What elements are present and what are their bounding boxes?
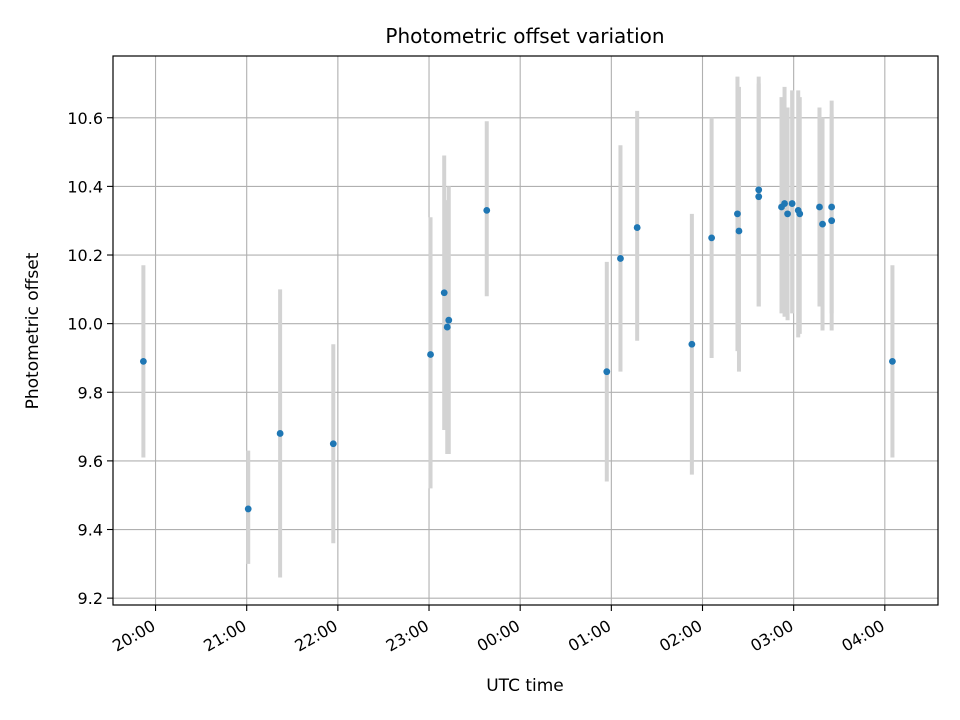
data-point: [889, 357, 896, 365]
data-point: [781, 200, 788, 207]
data-point: [443, 323, 451, 331]
data-point: [139, 357, 147, 365]
data-point: [755, 186, 763, 194]
data-point: [440, 289, 448, 297]
chart-title: Photometric offset variation: [385, 24, 664, 48]
plot-area-frame: [112, 55, 939, 606]
data-point: [617, 255, 624, 262]
y-axis-ticks: 9.2 9.4 9.6 9.8 10.0 10.2 10.4 10.6: [67, 109, 113, 608]
data-point: [244, 505, 252, 513]
y-tick-label: 10.2: [67, 246, 103, 265]
x-axis-label: UTC time: [486, 676, 564, 696]
data-point: [483, 207, 491, 214]
data-point: [734, 210, 741, 218]
data-point: [445, 316, 453, 324]
data-points: [139, 186, 896, 513]
y-tick-label: 9.6: [78, 452, 103, 471]
y-tick-label: 9.8: [78, 383, 103, 402]
y-tick-label: 10.4: [67, 177, 103, 196]
data-point: [788, 200, 796, 207]
data-point: [816, 203, 823, 211]
data-point: [784, 210, 791, 218]
data-point: [276, 430, 284, 437]
data-point: [828, 217, 836, 225]
y-tick-label: 9.4: [78, 521, 103, 540]
data-point: [708, 234, 716, 242]
y-tick-label: 9.2: [78, 589, 103, 608]
data-point: [819, 220, 826, 228]
y-tick-label: 10.0: [67, 315, 103, 334]
y-tick-label: 10.6: [67, 109, 103, 128]
data-point: [329, 440, 337, 448]
y-axis-label: Photometric offset: [23, 252, 43, 409]
data-point: [688, 340, 696, 348]
data-point: [735, 227, 743, 235]
data-point: [633, 224, 641, 231]
data-point: [603, 368, 611, 376]
data-point: [755, 193, 763, 201]
data-point: [828, 203, 836, 211]
data-point: [796, 210, 804, 218]
data-point: [427, 351, 434, 358]
